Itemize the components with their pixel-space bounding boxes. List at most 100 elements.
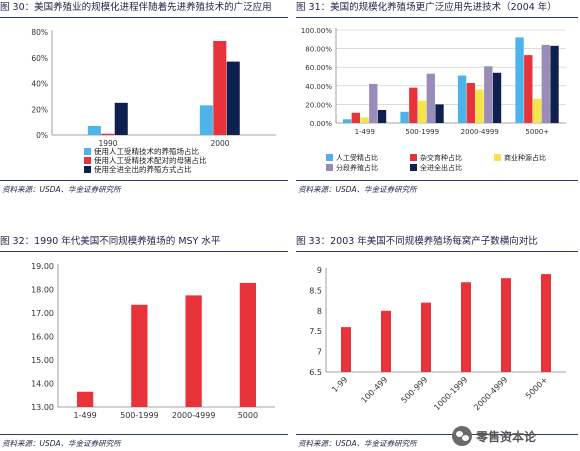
title-divider (296, 17, 578, 18)
y-tick-label: 20.00% (305, 101, 332, 109)
bar (226, 61, 240, 135)
bar (131, 304, 148, 407)
legend-label: 商业种源占比 (504, 153, 546, 162)
title-divider (0, 17, 288, 18)
bar (515, 37, 524, 123)
legend-label: 使用人工受精技术的养殖场占比 (94, 146, 199, 156)
legend-swatch (410, 154, 417, 161)
bar (377, 109, 387, 123)
legend-swatch (84, 166, 91, 173)
y-tick-label: 40% (31, 80, 48, 89)
bar (550, 45, 559, 123)
y-tick-label: 13.00 (31, 403, 54, 412)
legend-label: 杂交育种占比 (420, 153, 462, 162)
figure-30-title: 图 30：美国养殖业的规模化进程伴随着先进养殖技术的广泛应用 (0, 2, 272, 13)
bar (213, 41, 227, 136)
bar (341, 327, 351, 372)
bar (541, 274, 551, 372)
bar (101, 133, 115, 135)
figure-30-source: 资料来源：USDA、华金证券研究所 (2, 185, 121, 194)
y-tick-label: 9 (317, 266, 322, 275)
x-tick-label: 5000+ (524, 375, 550, 401)
y-tick-label: 8 (317, 307, 322, 316)
legend-swatch (326, 164, 333, 171)
watermark-text: 零售资本论 (476, 430, 537, 444)
bar (461, 282, 471, 372)
y-tick-label: 19.00 (31, 262, 54, 271)
bar (360, 117, 369, 123)
x-tick-label: 500-1999 (120, 411, 159, 420)
bar (351, 112, 360, 123)
wechat-icon (452, 426, 472, 446)
y-tick-label: 0.00% (310, 120, 333, 128)
y-tick-label: 16.00 (31, 333, 54, 342)
bar (492, 72, 502, 123)
y-tick-label: 8.5 (309, 286, 322, 295)
source-divider (296, 434, 578, 435)
x-tick-label: 1-499 (355, 128, 375, 136)
y-tick-label: 0% (36, 131, 48, 140)
figure-33-title: 图 33：2003 年美国不同规模养殖场每窝产子数横向对比 (296, 236, 538, 247)
bar (114, 102, 128, 135)
bar (475, 89, 484, 123)
figure-33-chart: 6.5 7 7.5 8 8.5 9 1-99 100-499 500-999 1000-1999 2… (309, 266, 566, 412)
bar (409, 87, 418, 123)
figure-31-panel: 图 31：美国的规模化养殖场更广泛应用先进技术（2004 年） 0.00% 20.… (296, 0, 578, 200)
legend-label: 全进全出占比 (420, 163, 462, 172)
bar (185, 295, 202, 407)
legend-swatch (326, 154, 333, 161)
figure-32-title: 图 32：1990 年代美国不同规模养殖场的 MSY 水平 (0, 236, 221, 247)
y-tick-label: 7.5 (309, 327, 322, 336)
x-tick-label: 1-499 (74, 411, 97, 420)
figure-31-source: 资料来源：USDA、华金证券研究所 (298, 185, 417, 194)
bar (417, 100, 427, 123)
legend-swatch (84, 157, 91, 164)
bar (87, 125, 101, 135)
legend-swatch (494, 154, 501, 161)
y-tick-label: 100.00% (301, 27, 332, 35)
bar (524, 55, 533, 123)
y-tick-label: 20% (31, 105, 48, 114)
x-tick-label: 2000-4999 (172, 411, 216, 420)
figure-32-panel: 图 32：1990 年代美国不同规模养殖场的 MSY 水平 13.00 14.00… (0, 234, 288, 450)
title-divider (0, 251, 288, 252)
legend-label: 人工受精占比 (336, 153, 378, 162)
source-divider (0, 434, 288, 435)
x-tick-label: 100-499 (359, 375, 389, 405)
legend-label: 使用全进全出的养殖方式占比 (94, 164, 192, 174)
y-tick-label: 14.00 (31, 380, 54, 389)
bar (199, 105, 213, 135)
x-tick-label: 1000-1999 (432, 375, 469, 412)
x-tick-label: 2000-4999 (461, 128, 499, 136)
x-tick-label: 5000+ (525, 128, 549, 136)
bar (342, 119, 352, 123)
bar (501, 278, 511, 372)
bar (426, 73, 435, 123)
bar (421, 302, 431, 372)
bar (466, 83, 475, 123)
y-tick-label: 7 (317, 348, 322, 357)
source-divider (296, 180, 578, 181)
bar (541, 44, 550, 123)
x-tick-label: 500-1999 (405, 128, 439, 136)
y-tick-label: 18.00 (31, 286, 54, 295)
bar (400, 111, 409, 123)
bar (532, 98, 542, 123)
y-tick-label: 60.00% (305, 64, 332, 72)
y-tick-label: 80% (31, 28, 48, 37)
legend-label: 分段养殖占比 (336, 163, 378, 172)
bar (239, 282, 257, 407)
x-tick-label: 500-999 (399, 375, 429, 405)
y-tick-label: 60% (31, 54, 48, 63)
bar (76, 391, 94, 407)
x-tick-label: 2000 (210, 139, 229, 148)
x-tick-label: 2000-4999 (472, 375, 509, 412)
watermark: 零售资本论 (452, 426, 576, 446)
x-tick-label: 5000 (238, 411, 258, 420)
legend-swatch (410, 164, 417, 171)
source-divider (0, 180, 288, 181)
bar (369, 83, 378, 123)
figure-32-source: 资料来源：USDA、华金证券研究所 (2, 439, 121, 448)
bar (435, 104, 444, 123)
figure-33-source: 资料来源：USDA、华金证券研究所 (298, 439, 417, 448)
